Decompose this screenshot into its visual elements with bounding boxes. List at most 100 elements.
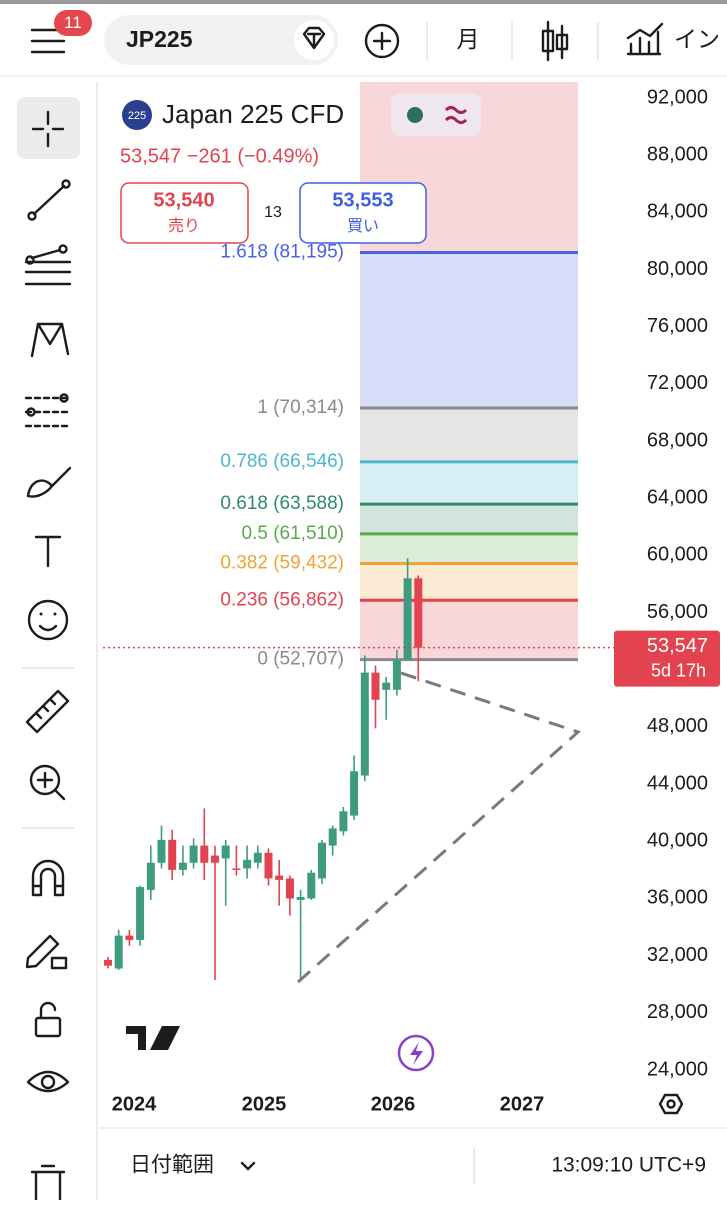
- candle-body: [403, 578, 412, 660]
- y-tick-label: 84,000: [647, 201, 708, 223]
- indicators-icon[interactable]: [626, 22, 664, 56]
- fib-lines: 1.618 (81,195) 1 (70,314) 0.786 (66,546) 0.…: [220, 241, 578, 670]
- fib-level-label: 0.236 (56,862): [220, 589, 344, 610]
- settings-button[interactable]: [658, 1093, 684, 1115]
- fib-level-label: 0.786 (66,546): [220, 451, 344, 472]
- badge: [54, 10, 92, 36]
- interval-button[interactable]: 月: [457, 26, 480, 52]
- candle-body: [339, 811, 348, 832]
- indicators-button[interactable]: イン: [674, 26, 720, 52]
- candle-body: [253, 852, 262, 863]
- candle-body: [243, 859, 252, 869]
- magnet-tool[interactable]: [31, 859, 65, 897]
- fib-band: [360, 504, 578, 534]
- spread: 13: [264, 204, 282, 221]
- candle-body: [350, 771, 359, 816]
- y-tick-label: 32,000: [647, 944, 708, 966]
- top-bar: 11 JP225 月 イン: [0, 10, 727, 77]
- pattern-tool[interactable]: [30, 322, 70, 358]
- fib-band: [360, 563, 578, 601]
- y-tick-label: 88,000: [647, 143, 708, 165]
- last-price-tag: [614, 630, 720, 687]
- sell-price: 53,540: [153, 189, 214, 211]
- candle-body: [275, 875, 284, 880]
- y-tick-label: 40,000: [647, 830, 708, 852]
- drawn-triangle: [297, 668, 581, 984]
- candle-body: [296, 897, 305, 900]
- fib-level-label: 1.618 (81,195): [220, 241, 344, 262]
- trend-line-tool[interactable]: [27, 179, 71, 221]
- y-tick-label: 72,000: [647, 372, 708, 394]
- symbol-header: 225 Japan 225 CFD 53,547 −261 (−0.49%) 5…: [120, 94, 481, 244]
- candle-body: [211, 855, 219, 863]
- chart-type-button[interactable]: [541, 20, 569, 62]
- fib-level-label: 1 (70,314): [257, 397, 344, 418]
- candle-body: [328, 828, 337, 846]
- status-pill[interactable]: [391, 94, 481, 136]
- fib-level-label: 0.5 (61,510): [242, 523, 344, 544]
- countdown: 5d 17h: [651, 660, 706, 680]
- candle-body: [232, 868, 241, 870]
- x-tick-label: 2024: [112, 1093, 157, 1115]
- candle-body: [178, 862, 187, 870]
- fib-level-label: 0.382 (59,432): [220, 553, 344, 574]
- quote: 53,547 −261 (−0.49%): [120, 145, 319, 167]
- buy-button[interactable]: [299, 182, 427, 244]
- symbol-search[interactable]: [104, 15, 338, 65]
- date-range-button[interactable]: 日付範囲: [130, 1154, 214, 1177]
- delete-tool[interactable]: [30, 1164, 66, 1202]
- y-tick-label: 76,000: [647, 315, 708, 337]
- text-tool[interactable]: [34, 535, 62, 568]
- candle-body: [146, 862, 155, 890]
- add-symbol-button[interactable]: [364, 23, 400, 59]
- buy-label: 買い: [347, 218, 379, 235]
- candle-body: [157, 839, 166, 863]
- emoji-tool[interactable]: [27, 599, 69, 641]
- symbol-icon: [122, 100, 152, 130]
- candle-body: [136, 887, 145, 940]
- candle-body: [200, 845, 209, 863]
- candles: [104, 558, 423, 982]
- brush-tool[interactable]: [26, 466, 72, 498]
- top-edge: [0, 0, 727, 4]
- candle-body: [360, 672, 369, 776]
- clock: 13:09:10 UTC+9: [551, 1154, 706, 1177]
- visibility-tool[interactable]: [26, 1070, 70, 1093]
- fib-band: [360, 600, 578, 660]
- fib-band: [360, 407, 578, 462]
- last-price-label: 53,547: [647, 635, 708, 657]
- symbol: JP225: [126, 26, 193, 52]
- sell-button[interactable]: [120, 182, 249, 244]
- candle-body: [125, 935, 134, 940]
- crosshair-tool[interactable]: [31, 110, 65, 148]
- symbol-name: Japan 225 CFD: [162, 99, 344, 129]
- fib-level-label: 0 (52,707): [257, 649, 344, 670]
- fib-tool[interactable]: [24, 244, 72, 286]
- tool-selected-bg: [17, 97, 80, 159]
- y-tick-label: 48,000: [647, 715, 708, 737]
- lock-drawing-tool[interactable]: [25, 934, 68, 970]
- candle-body: [318, 842, 326, 879]
- fib-level-label: 0.618 (63,588): [220, 493, 344, 514]
- time-axis: 2024 2025 2026 2027: [112, 1093, 545, 1115]
- y-tick-label: 64,000: [647, 487, 708, 509]
- candle-body: [371, 672, 380, 700]
- zoom-tool[interactable]: [29, 764, 66, 801]
- candle-body: [104, 959, 112, 966]
- fib-bands: [360, 82, 578, 660]
- prediction-tool[interactable]: [24, 393, 72, 428]
- fib-band: [360, 252, 578, 408]
- y-tick-label: 24,000: [647, 1058, 708, 1080]
- candle-body: [264, 852, 273, 879]
- sell-label: 売り: [168, 217, 200, 235]
- candle-body: [114, 935, 123, 969]
- badge-count: 11: [64, 13, 82, 32]
- symbol-icon-text: 225: [128, 110, 146, 122]
- candle-body: [285, 878, 294, 899]
- candle-body: [168, 839, 177, 870]
- ruler-tool[interactable]: [25, 689, 70, 734]
- tradingview-logo: [126, 1026, 180, 1050]
- lock-tool[interactable]: [34, 1001, 62, 1038]
